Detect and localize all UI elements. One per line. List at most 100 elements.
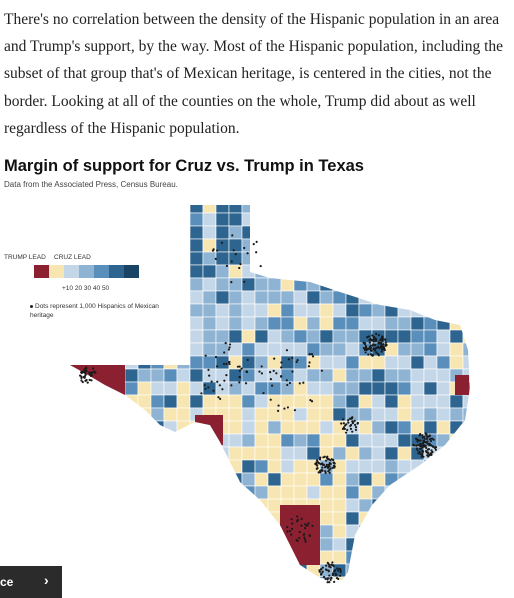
population-dot — [421, 453, 424, 456]
county-cell — [150, 550, 165, 565]
county-cell — [306, 485, 321, 500]
county-cell — [111, 277, 126, 292]
county-cell — [72, 537, 87, 552]
county-cell — [436, 212, 451, 227]
population-dot — [243, 280, 246, 283]
county-cell — [423, 563, 438, 578]
county-cell — [345, 277, 360, 292]
population-dot — [382, 348, 385, 351]
county-cell — [280, 420, 295, 435]
county-cell — [111, 433, 126, 448]
county-cell — [189, 394, 204, 409]
county-cell — [423, 303, 438, 318]
population-dot — [423, 437, 426, 440]
county-cell — [254, 316, 269, 331]
population-dot — [259, 264, 262, 268]
population-dot — [277, 409, 280, 412]
population-dot — [419, 444, 422, 448]
county-cell — [449, 251, 464, 266]
population-dot — [316, 466, 319, 470]
population-dot — [208, 374, 211, 377]
county-cell — [436, 524, 451, 539]
chart-title: Margin of support for Cruz vs. Trump in … — [4, 157, 364, 175]
county-cell — [176, 290, 191, 305]
county-cell — [85, 381, 100, 396]
county-cell — [189, 212, 204, 227]
population-dot — [344, 431, 348, 434]
county-cell — [384, 537, 399, 552]
county-cell — [410, 368, 425, 383]
population-dot — [85, 379, 88, 382]
county-cell — [384, 368, 399, 383]
county-cell — [410, 212, 425, 227]
county-cell — [345, 329, 360, 344]
county-cell — [137, 537, 152, 552]
county-cell — [423, 316, 438, 331]
county-cell — [345, 446, 360, 461]
county-cell — [423, 212, 438, 227]
county-cell — [345, 238, 360, 253]
county-cell — [241, 498, 256, 513]
county-cell — [176, 498, 191, 513]
population-dot — [311, 355, 315, 358]
county-cell — [410, 316, 425, 331]
county-cell — [72, 420, 87, 435]
population-dot — [228, 362, 231, 366]
population-dot — [80, 375, 83, 378]
county-cell — [397, 225, 412, 240]
county-cell — [358, 316, 373, 331]
county-cell — [397, 277, 412, 292]
county-cell — [462, 251, 470, 266]
county-cell — [111, 290, 126, 305]
population-dot — [295, 539, 298, 542]
county-cell — [476, 512, 480, 525]
trump-lead-county — [280, 505, 320, 565]
county-cell — [163, 290, 178, 305]
population-dot — [225, 264, 229, 267]
county-cell — [70, 485, 74, 500]
population-dot — [232, 249, 235, 252]
population-dot — [342, 422, 345, 425]
county-cell — [358, 407, 373, 422]
population-dot — [425, 437, 428, 440]
county-cell — [124, 433, 139, 448]
county-cell — [254, 303, 269, 318]
county-cell — [267, 446, 282, 461]
county-cell — [163, 576, 178, 580]
county-cell — [332, 433, 347, 448]
county-cell — [358, 381, 373, 396]
population-dot — [239, 263, 242, 266]
county-cell — [397, 251, 412, 266]
county-cell — [462, 205, 470, 214]
county-cell — [176, 355, 191, 370]
county-cell — [85, 329, 100, 344]
chevron-right-icon[interactable]: › — [44, 572, 49, 588]
next-button[interactable]: ce › — [0, 566, 62, 598]
county-cell — [319, 537, 334, 552]
county-cell — [70, 420, 74, 435]
county-cell — [189, 498, 204, 513]
county-cell — [176, 472, 191, 487]
county-cell — [241, 316, 256, 331]
county-cell — [358, 264, 373, 279]
county-cell — [449, 550, 464, 565]
county-cell — [371, 212, 386, 227]
legend-swatch — [34, 265, 49, 278]
county-cell — [111, 264, 126, 279]
population-dot — [429, 439, 433, 443]
county-cell — [358, 563, 373, 578]
county-cell — [72, 433, 87, 448]
county-cell — [98, 225, 113, 240]
county-cell — [267, 303, 282, 318]
county-cell — [462, 537, 470, 552]
county-cell — [267, 576, 282, 580]
county-cell — [150, 290, 165, 305]
county-cell — [462, 355, 470, 370]
county-cell — [176, 251, 191, 266]
county-cell — [111, 329, 126, 344]
population-dot — [424, 432, 427, 435]
county-cell — [397, 316, 412, 331]
population-dot — [228, 346, 231, 349]
county-cell — [293, 290, 308, 305]
county-cell — [410, 303, 425, 318]
